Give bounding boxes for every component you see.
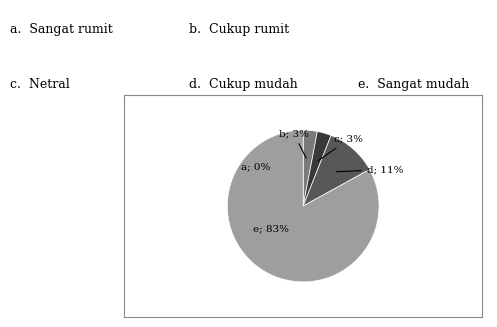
Wedge shape (303, 135, 370, 206)
Text: b; 3%: b; 3% (279, 129, 309, 158)
Text: a; 0%: a; 0% (242, 162, 271, 171)
Text: d; 11%: d; 11% (336, 165, 404, 174)
Wedge shape (303, 131, 331, 206)
Wedge shape (227, 130, 379, 282)
Text: c; 3%: c; 3% (318, 135, 363, 161)
Text: e; 83%: e; 83% (253, 224, 289, 233)
Text: e.  Sangat mudah: e. Sangat mudah (358, 78, 469, 91)
Text: d.  Cukup mudah: d. Cukup mudah (189, 78, 298, 91)
Text: c.  Netral: c. Netral (10, 78, 70, 91)
Text: a.  Sangat rumit: a. Sangat rumit (10, 23, 113, 36)
Text: b.  Cukup rumit: b. Cukup rumit (189, 23, 289, 36)
Wedge shape (303, 130, 318, 206)
